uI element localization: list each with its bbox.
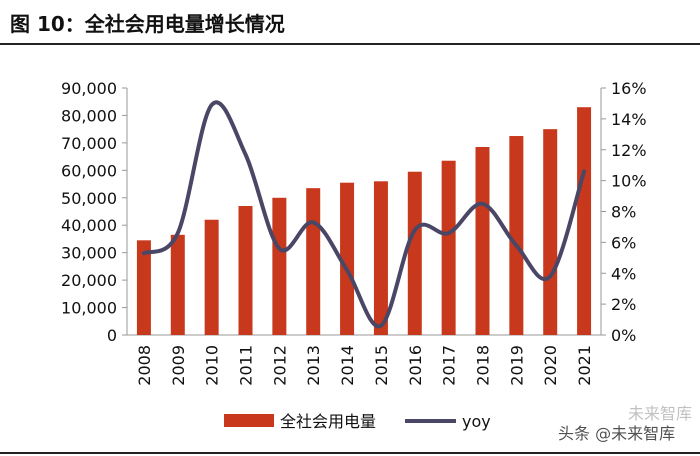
y-left-tick-label: 60,000	[61, 161, 117, 180]
legend-label-bar: 全社会用电量	[280, 412, 376, 431]
bottom-divider	[0, 452, 700, 454]
bar-2008	[136, 240, 151, 335]
x-tick-label: 2020	[541, 345, 560, 386]
bar-2021	[577, 107, 592, 335]
bar-2010	[204, 219, 219, 335]
bar-2014	[340, 182, 355, 335]
x-tick-label: 2013	[304, 345, 323, 386]
bar-2012	[272, 197, 287, 335]
bar-2015	[373, 181, 388, 335]
x-tick-label: 2018	[474, 345, 493, 386]
y-left-tick-label: 10,000	[61, 299, 117, 318]
x-tick-label: 2016	[406, 345, 425, 386]
x-tick-label: 2021	[575, 345, 594, 386]
x-tick-label: 2019	[507, 345, 526, 386]
legend-swatch-bar	[224, 414, 274, 427]
bar-2020	[543, 129, 558, 335]
y-right-tick-label: 8%	[611, 203, 636, 222]
x-tick-label: 2009	[169, 345, 188, 386]
y-left-tick-label: 20,000	[61, 271, 117, 290]
y-right-tick-label: 16%	[611, 79, 647, 98]
y-left-tick-label: 80,000	[61, 106, 117, 125]
bar-2013	[306, 188, 321, 335]
x-tick-label: 2008	[135, 345, 154, 386]
watermark: 头条 @未来智库	[558, 424, 676, 443]
y-left-tick-label: 50,000	[61, 189, 117, 208]
y-right-tick-label: 14%	[611, 110, 647, 129]
y-left-tick-label: 90,000	[61, 79, 117, 98]
bar-2009	[170, 234, 185, 335]
bar-2018	[475, 147, 490, 335]
y-left-tick-label: 0	[107, 326, 117, 345]
y-left-tick-label: 70,000	[61, 134, 117, 153]
x-tick-label: 2012	[270, 345, 289, 386]
y-right-tick-label: 10%	[611, 172, 647, 191]
y-right-tick-label: 2%	[611, 295, 636, 314]
watermark-faint: 未来智库	[628, 404, 693, 423]
bar-2011	[238, 206, 253, 335]
y-right-tick-label: 12%	[611, 141, 647, 160]
y-left-tick-label: 40,000	[61, 216, 117, 235]
legend-label-line: yoy	[462, 412, 491, 431]
y-right-tick-label: 4%	[611, 264, 636, 283]
y-right-tick-label: 0%	[611, 326, 636, 345]
x-tick-label: 2014	[338, 345, 357, 386]
x-tick-label: 2011	[237, 345, 256, 386]
bar-2017	[441, 160, 456, 335]
bar-2016	[407, 171, 422, 335]
y-right-tick-label: 6%	[611, 233, 636, 252]
x-tick-label: 2017	[440, 345, 459, 386]
y-left-tick-label: 30,000	[61, 244, 117, 263]
x-tick-label: 2010	[203, 345, 222, 386]
title-divider	[0, 43, 700, 45]
chart-title: 图 10：全社会用电量增长情况	[10, 12, 285, 36]
x-tick-label: 2015	[372, 345, 391, 386]
bar-2019	[509, 136, 524, 335]
